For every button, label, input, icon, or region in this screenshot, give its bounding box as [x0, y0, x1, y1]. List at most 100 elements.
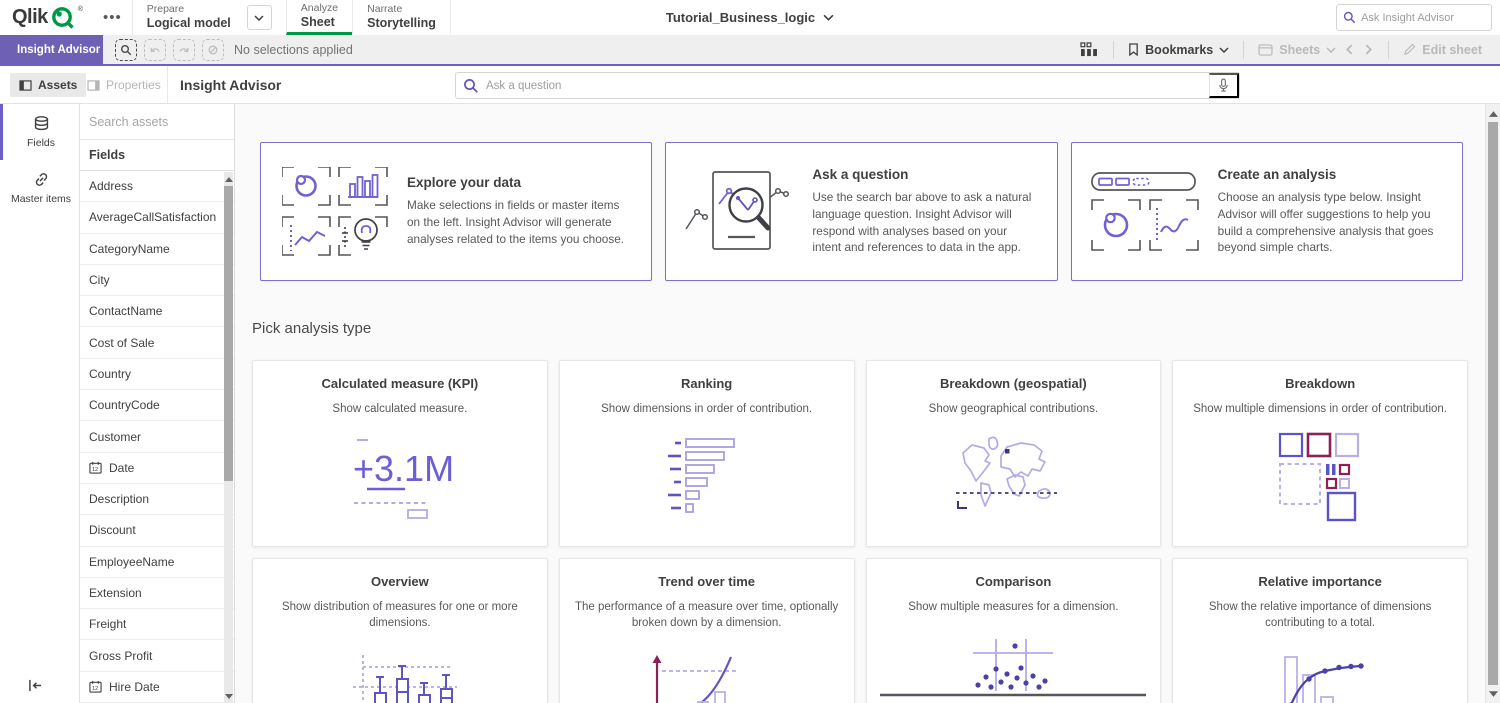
breakdown-icon — [1173, 431, 1467, 526]
assets-tab[interactable]: Assets — [10, 73, 87, 97]
undo-selection-icon[interactable] — [144, 38, 166, 61]
fields-section-header: Fields — [80, 140, 234, 171]
next-sheet-icon[interactable] — [1359, 35, 1378, 64]
analysis-card-ranking[interactable]: Ranking Show dimensions in order of cont… — [558, 360, 855, 547]
selections-status: No selections applied — [234, 42, 353, 57]
bookmarks-button[interactable]: Bookmarks — [1124, 35, 1233, 64]
scroll-up-icon[interactable] — [224, 173, 233, 185]
divider — [167, 66, 168, 103]
analysis-card-breakdown-geospatial[interactable]: Breakdown (geospatial) Show geographical… — [865, 360, 1162, 547]
field-row[interactable]: Customer — [80, 421, 234, 453]
app-title-container: Tutorial_Business_logic — [0, 0, 1500, 35]
fields-scrollbar[interactable] — [224, 172, 233, 703]
chevron-down-icon — [254, 14, 264, 21]
ask-insight-advisor-search — [1336, 4, 1492, 31]
tab-prepare[interactable]: Prepare Logical model — [131, 0, 286, 35]
sheets-button[interactable]: Sheets — [1254, 35, 1340, 64]
tab-narrate[interactable]: Narrate Storytelling — [352, 0, 451, 35]
hero-card-title: Ask a question — [812, 167, 909, 182]
previous-sheet-icon[interactable] — [1340, 35, 1359, 64]
main-scrollbar[interactable] — [1485, 104, 1500, 703]
edit-sheet-button[interactable]: Edit sheet — [1399, 35, 1486, 64]
hero-card-text: Explore your data Make selections in fie… — [407, 175, 633, 247]
database-icon — [34, 115, 48, 130]
analysis-card-breakdown[interactable]: Breakdown Show multiple dimensions in or… — [1172, 360, 1468, 547]
qlik-logo[interactable]: Qlik ® — [0, 0, 93, 35]
properties-tab[interactable]: Properties — [78, 73, 170, 97]
field-row[interactable]: City — [80, 264, 234, 297]
app-title[interactable]: Tutorial_Business_logic — [666, 10, 834, 25]
toolbar-separator — [1243, 40, 1245, 59]
scroll-down-icon[interactable] — [224, 690, 233, 702]
ask-insight-advisor-input[interactable] — [1361, 11, 1485, 24]
search-assets-input[interactable] — [89, 114, 225, 129]
explore-your-data-card: Explore your data Make selections in fie… — [260, 142, 653, 281]
geospatial-icon — [867, 431, 1161, 521]
analysis-type-row-1: Calculated measure (KPI) Show calculated… — [252, 360, 1468, 547]
ranking-icon — [560, 431, 854, 526]
tab-analyze[interactable]: Analyze Sheet — [285, 0, 353, 35]
kpi-icon: +3.1M — [253, 431, 547, 526]
rail-item-fields[interactable]: Fields — [0, 104, 79, 160]
field-row[interactable]: Address — [80, 171, 234, 203]
search-icon — [464, 78, 478, 93]
rail-item-master-items[interactable]: Master items — [0, 160, 79, 216]
selection-tools — [115, 38, 224, 61]
scrollbar-thumb[interactable] — [224, 186, 233, 481]
field-row[interactable]: Extension — [80, 577, 234, 610]
insight-advisor-content: Explore your data Make selections in fie… — [235, 104, 1485, 703]
analysis-card-kpi[interactable]: Calculated measure (KPI) Show calculated… — [252, 360, 548, 547]
sheet-objects-grid-icon[interactable] — [1074, 35, 1103, 64]
collapse-panel-icon[interactable] — [28, 679, 43, 695]
main-nav: Prepare Logical model Analyze Sheet Narr… — [131, 0, 451, 35]
sheet-icon — [1258, 43, 1273, 56]
field-row[interactable]: Cost of Sale — [80, 327, 234, 359]
assets-rail: Fields Master items — [0, 104, 80, 703]
ask-question-icon — [684, 167, 796, 257]
selections-toolbar: Insight Advisor No selections applied — [0, 35, 1500, 66]
field-row[interactable]: CountryCode — [80, 390, 234, 422]
field-row[interactable]: Discount — [80, 515, 234, 547]
svg-text:12: 12 — [92, 468, 98, 474]
analysis-card-relative-importance[interactable]: Relative importance Show the relative im… — [1172, 558, 1468, 703]
trend-icon — [560, 653, 854, 703]
pencil-icon — [1404, 43, 1416, 55]
hero-card-description: Make selections in fields or master item… — [407, 198, 625, 246]
qlik-q-icon — [51, 6, 74, 29]
hero-card-title: Create an analysis — [1217, 167, 1337, 182]
scrollbar-thumb[interactable] — [1488, 122, 1498, 685]
field-row[interactable]: 12 Hire Date — [80, 671, 234, 703]
more-menu-button[interactable]: ••• — [93, 0, 132, 35]
field-row[interactable]: 12 Date — [80, 452, 234, 484]
overview-icon — [253, 653, 547, 703]
analysis-card-trend-over-time[interactable]: Trend over time The performance of a mea… — [558, 558, 855, 703]
prepare-dropdown-button[interactable] — [246, 5, 272, 30]
field-row[interactable]: ContactName — [80, 296, 234, 328]
hero-cards: Explore your data Make selections in fie… — [260, 142, 1463, 281]
microphone-icon[interactable] — [1209, 73, 1239, 98]
insight-advisor-button[interactable]: Insight Advisor — [0, 35, 103, 64]
bookmark-icon — [1129, 43, 1138, 56]
analysis-card-overview[interactable]: Overview Show distribution of measures f… — [252, 558, 548, 703]
field-row[interactable]: Freight — [80, 609, 234, 641]
field-row[interactable]: AverageCallSatisfaction — [80, 202, 234, 234]
scroll-up-icon[interactable] — [1486, 106, 1500, 121]
registered-mark: ® — [77, 6, 83, 13]
hero-card-description: Use the search bar above to ask a natura… — [812, 190, 1032, 255]
field-row[interactable]: Country — [80, 358, 234, 391]
field-row[interactable]: Description — [80, 483, 234, 516]
scroll-down-icon[interactable] — [1486, 686, 1500, 701]
analysis-type-row-2: Overview Show distribution of measures f… — [252, 558, 1468, 703]
ask-question-input[interactable] — [486, 79, 1209, 92]
hero-card-text: Ask a question Use the search bar above … — [812, 167, 1038, 256]
clear-selections-icon[interactable] — [202, 38, 224, 61]
redo-selection-icon[interactable] — [173, 38, 195, 61]
analysis-card-comparison[interactable]: Comparison Show multiple measures for a … — [865, 558, 1162, 703]
field-row[interactable]: EmployeeName — [80, 546, 234, 578]
chevron-down-icon — [1219, 46, 1229, 53]
field-row[interactable]: CategoryName — [80, 233, 234, 265]
svg-text:+3.1M: +3.1M — [353, 448, 454, 489]
search-selections-icon[interactable] — [115, 38, 137, 61]
calendar-icon: 12 — [89, 681, 102, 694]
field-row[interactable]: Gross Profit — [80, 640, 234, 672]
